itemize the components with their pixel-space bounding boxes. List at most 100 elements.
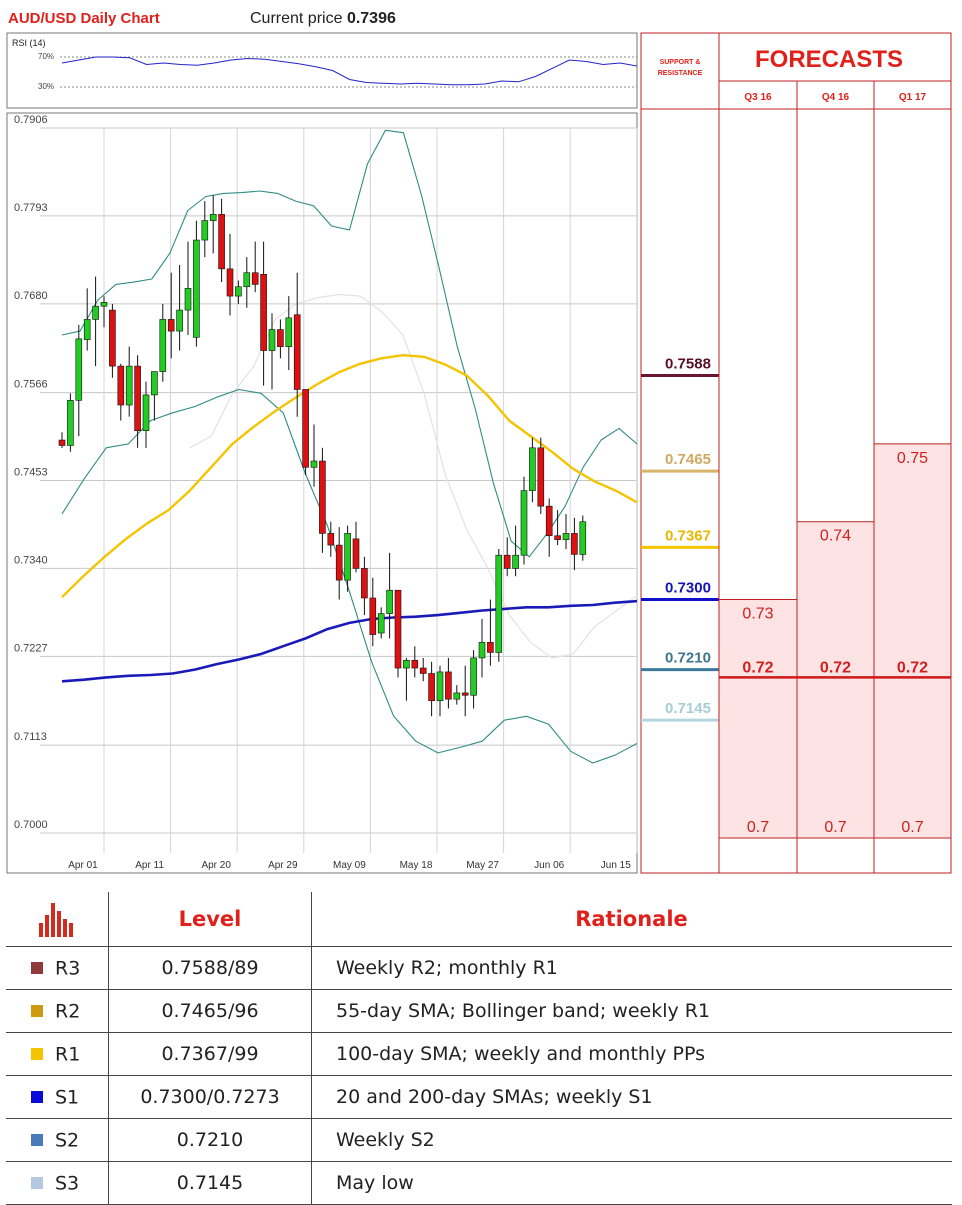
candle-body (562, 533, 570, 540)
y-axis-ticks: 0.7906 0.7793 0.7680 0.7566 0.7453 0.7340 0.72… (14, 114, 48, 831)
candle (335, 527, 343, 600)
candle (235, 280, 242, 304)
candle (579, 515, 587, 561)
candle-body (277, 329, 284, 347)
candle-body (335, 544, 343, 581)
level-value: 0.7300/0.7273 (108, 1075, 312, 1119)
candle-body (193, 239, 200, 338)
candle (100, 296, 108, 328)
candle-body (92, 305, 99, 320)
forecast-high-value: 0.73 (742, 606, 773, 623)
x-axis-ticks: Apr 01 Apr 11 Apr 20 Apr 29 May 09 May 18 May … (68, 860, 631, 871)
candle (419, 657, 427, 682)
candle-body (75, 338, 83, 401)
candle-body (285, 317, 293, 347)
candle (226, 233, 234, 316)
bollinger-upper-line (61, 129, 638, 558)
candle-body (235, 286, 242, 297)
candle-body (176, 309, 183, 332)
y-tick-label: 0.7566 (14, 379, 48, 391)
candle-body (109, 309, 116, 367)
forecast-high-value: 0.75 (897, 450, 928, 467)
sr-level: 0.7300 (641, 580, 719, 602)
rsi-label: RSI (14) (12, 38, 46, 48)
candle-body (319, 460, 326, 534)
level-name-cell: S1 (6, 1075, 109, 1119)
candle (562, 513, 570, 549)
candle-body (520, 490, 528, 556)
candle-body (512, 554, 519, 569)
level-value: 0.7588/89 (108, 946, 312, 990)
candle-body (554, 535, 561, 540)
candle (403, 657, 410, 701)
forecast-mid-value: 0.72 (897, 659, 928, 676)
candle (58, 432, 66, 448)
y-tick-label: 0.7793 (14, 202, 48, 214)
current-price-value: 0.7396 (347, 10, 396, 27)
price-plot: 0.7906 0.7793 0.7680 0.7566 0.7453 0.7340 0.72… (6, 112, 638, 874)
forecast-range (797, 521, 874, 838)
candle (361, 556, 368, 616)
candle-body (310, 460, 318, 468)
candle (277, 319, 284, 359)
candles (58, 194, 587, 717)
candle-body (327, 533, 335, 546)
candle-body (125, 365, 133, 406)
candle-body (470, 657, 477, 696)
forecast-range (874, 443, 951, 838)
candle (260, 241, 267, 386)
chart-panel: AUD/USD Daily Chart Current price 0.7396… (6, 10, 952, 874)
candle-body (302, 389, 309, 468)
table-row: R1 0.7367/99 100-day SMA; weekly and month… (6, 1032, 952, 1076)
level-color-swatch (31, 1005, 43, 1018)
candle (461, 665, 469, 717)
candle (285, 296, 293, 371)
forecast-mid-value: 0.72 (742, 659, 773, 676)
candle (243, 257, 251, 308)
bollinger-lower-line (61, 388, 638, 764)
level-rationale: 100-day SMA; weekly and monthly PPs (311, 1032, 952, 1076)
forecast-low-value: 0.7 (747, 819, 769, 836)
candle-body (386, 589, 393, 614)
x-tick-label: Apr 11 (135, 860, 164, 871)
candle-body (218, 214, 225, 270)
candle (193, 220, 200, 347)
y-tick-label: 0.7000 (14, 819, 48, 831)
level-rationale: 55-day SMA; Bollinger band; weekly R1 (311, 989, 952, 1033)
table-row: S3 0.7145 May low (6, 1161, 952, 1205)
sr-level-label: 0.7465 (665, 451, 711, 468)
level-name: R2 (55, 1000, 81, 1023)
forecast-quarter-label: Q3 16 (744, 92, 772, 103)
forecast-low-value: 0.7 (824, 819, 846, 836)
candle-body (226, 268, 234, 297)
sr-header: SUPPORT & RESISTANCE (658, 59, 703, 77)
level-color-swatch (31, 1134, 43, 1147)
level-rationale: May low (311, 1161, 952, 1205)
candle (159, 303, 167, 382)
candle-body (445, 671, 452, 700)
y-tick-label: 0.7340 (14, 554, 48, 566)
y-tick-label: 0.7906 (14, 114, 48, 126)
candle (327, 521, 335, 557)
levels-table: Level Rationale R3 0.7588/89 Weekly R2; mo… (6, 892, 952, 1205)
level-value: 0.7367/99 (108, 1032, 312, 1076)
sr-level: 0.7465 (641, 451, 719, 473)
level-name: S2 (55, 1129, 80, 1152)
rsi-30-label: 30% (38, 82, 54, 91)
candle-body (134, 365, 141, 431)
candle (218, 198, 225, 283)
x-tick-label: Jun 06 (534, 860, 564, 871)
candle-body (487, 642, 494, 653)
overlay-lines (61, 129, 638, 764)
support-resistance-panel: SUPPORT & RESISTANCE 0.75880.74650.73670.… (640, 32, 720, 874)
candle (394, 589, 402, 678)
candle (428, 661, 435, 717)
candle (537, 437, 545, 514)
level-color-swatch (31, 1091, 43, 1104)
candle-body (117, 365, 125, 406)
level-color-swatch (31, 1177, 43, 1190)
level-color-swatch (31, 1048, 43, 1061)
y-tick-label: 0.7453 (14, 467, 48, 479)
candle-body (209, 214, 217, 221)
candle-body (167, 319, 175, 332)
